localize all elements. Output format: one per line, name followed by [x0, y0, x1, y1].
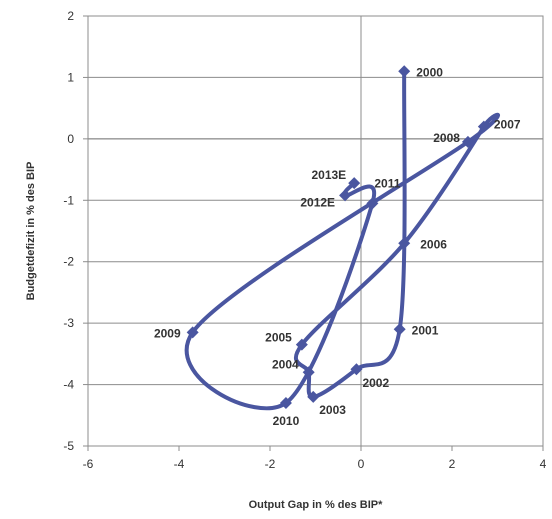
point-label-2008: 2008: [433, 131, 460, 145]
point-label-2004: 2004: [272, 357, 299, 371]
point-label-2009: 2009: [154, 326, 181, 340]
point-label-2005: 2005: [265, 331, 292, 345]
x-tick-label: 2: [449, 457, 456, 471]
point-label-2010: 2010: [273, 414, 300, 428]
x-tick-label: 4: [540, 457, 547, 471]
point-label-2006: 2006: [420, 237, 447, 251]
y-axis-ticks: -5 -4 -3 -2 -1 0 1 2: [63, 9, 88, 453]
point-label-2011: 2011: [374, 176, 400, 190]
y-tick-label: 2: [67, 9, 74, 23]
point-label-2001: 2001: [412, 323, 439, 337]
data-point-2001: [393, 323, 406, 336]
x-tick-label: -4: [174, 457, 185, 471]
y-tick-label: -1: [63, 193, 74, 207]
data-point-2004: [302, 366, 315, 379]
data-point-2003: [307, 390, 320, 403]
y-tick-label: -5: [63, 439, 74, 453]
y-tick-label: -3: [63, 316, 74, 330]
data-point-2012E: [339, 189, 352, 202]
data-point-2009: [186, 326, 199, 339]
data-points: [186, 65, 490, 409]
y-tick-label: -4: [63, 378, 74, 392]
x-tick-label: -2: [265, 457, 276, 471]
x-tick-label: -6: [83, 457, 94, 471]
x-axis-ticks: -6 -4 -2 0 2 4: [83, 446, 547, 471]
y-tick-label: 0: [67, 132, 74, 146]
y-tick-label: -2: [63, 255, 74, 269]
data-point-2008: [461, 135, 474, 148]
point-label-2002: 2002: [362, 376, 389, 390]
y-tick-label: 1: [67, 70, 74, 84]
x-axis-label: Output Gap in % des BIP*: [249, 499, 384, 511]
point-label-2003: 2003: [319, 403, 346, 417]
data-point-2006: [398, 237, 411, 250]
data-point-2000: [398, 65, 411, 78]
zero-axis-lines: [88, 16, 543, 446]
x-tick-label: 0: [358, 457, 365, 471]
data-point-2005: [295, 338, 308, 351]
data-point-2007: [477, 120, 490, 133]
plot-area-frame: [87, 15, 544, 447]
point-label-2013E: 2013E: [311, 168, 346, 182]
point-label-2012E: 2012E: [300, 195, 335, 209]
data-point-2011: [366, 197, 379, 210]
point-label-2000: 2000: [416, 65, 443, 79]
point-labels: 2000 2001 2002 2003 2004 2005 2006 2007 2008 2009…: [154, 65, 521, 428]
point-label-2007: 2007: [494, 118, 521, 132]
series-line: [184, 69, 501, 411]
grid-lines: [88, 15, 543, 447]
data-point-2013E: [348, 177, 361, 190]
y-axis-label: Budgetdefizit in % des BIP: [25, 162, 37, 301]
data-point-2010: [279, 397, 292, 409]
data-point-2002: [350, 363, 363, 376]
